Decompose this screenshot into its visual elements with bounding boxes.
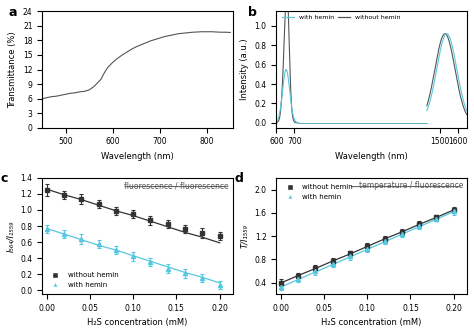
- Text: d: d: [235, 172, 243, 185]
- X-axis label: H₂S concentration (mM): H₂S concentration (mM): [87, 318, 188, 327]
- Legend: with hemin, without hemin: with hemin, without hemin: [280, 12, 403, 23]
- Legend: without hemin, with hemin: without hemin, with hemin: [280, 181, 356, 202]
- Y-axis label: Intensity (a.u.): Intensity (a.u.): [240, 39, 249, 100]
- Text: fluorescence / fluorescence: fluorescence / fluorescence: [124, 181, 229, 190]
- Text: c: c: [0, 172, 8, 185]
- Legend: without hemin, with hemin: without hemin, with hemin: [46, 270, 121, 291]
- Y-axis label: I₅₆₄/I₁₅₅₉: I₅₆₄/I₁₅₅₉: [6, 220, 15, 252]
- Text: b: b: [248, 6, 256, 19]
- Text: a: a: [8, 6, 17, 19]
- Text: temperature / fluorescence: temperature / fluorescence: [358, 181, 463, 190]
- X-axis label: Wavelength (nm): Wavelength (nm): [335, 152, 408, 161]
- Y-axis label: Transmittance (%): Transmittance (%): [9, 31, 18, 108]
- Y-axis label: T/I₁₅₅₉: T/I₁₅₅₉: [240, 224, 249, 248]
- X-axis label: Wavelength (nm): Wavelength (nm): [101, 152, 174, 161]
- X-axis label: H₂S concentration (mM): H₂S concentration (mM): [321, 318, 422, 327]
